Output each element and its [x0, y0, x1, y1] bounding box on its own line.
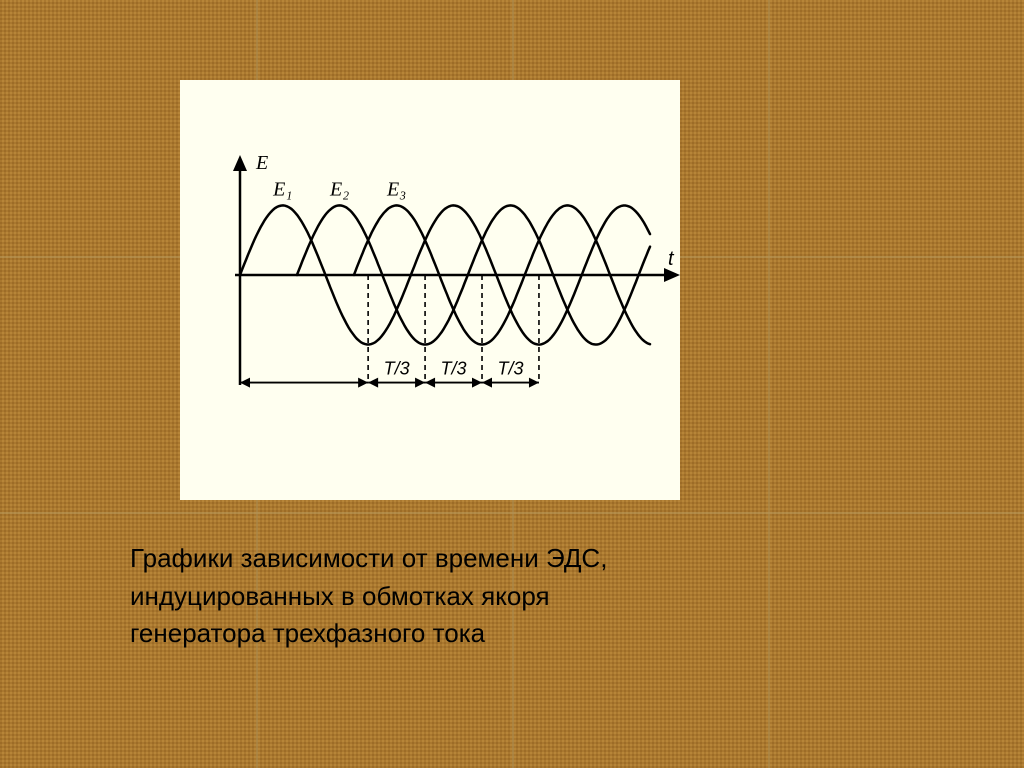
- caption-line-3: генератора трехфазного тока: [130, 618, 485, 648]
- caption-line-1: Графики зависимости от времени ЭДС,: [130, 543, 607, 573]
- caption: Графики зависимости от времени ЭДС, инду…: [130, 540, 770, 653]
- svg-text:T/3: T/3: [497, 359, 523, 379]
- svg-text:E₁: E₁: [272, 178, 292, 200]
- svg-text:t: t: [668, 248, 675, 270]
- svg-text:T/3: T/3: [441, 359, 467, 379]
- svg-text:T/3: T/3: [384, 359, 410, 379]
- caption-line-2: индуцированных в обмотках якоря: [130, 581, 550, 611]
- svg-text:E₃: E₃: [386, 178, 406, 200]
- chart-panel: Et E₁ E₂ E₃ T/3 T/3 T/3: [180, 80, 680, 500]
- svg-text:E₂: E₂: [329, 178, 349, 200]
- three-phase-emf-chart: Et E₁ E₂ E₃ T/3 T/3 T/3: [180, 80, 680, 500]
- svg-text:E: E: [255, 152, 268, 174]
